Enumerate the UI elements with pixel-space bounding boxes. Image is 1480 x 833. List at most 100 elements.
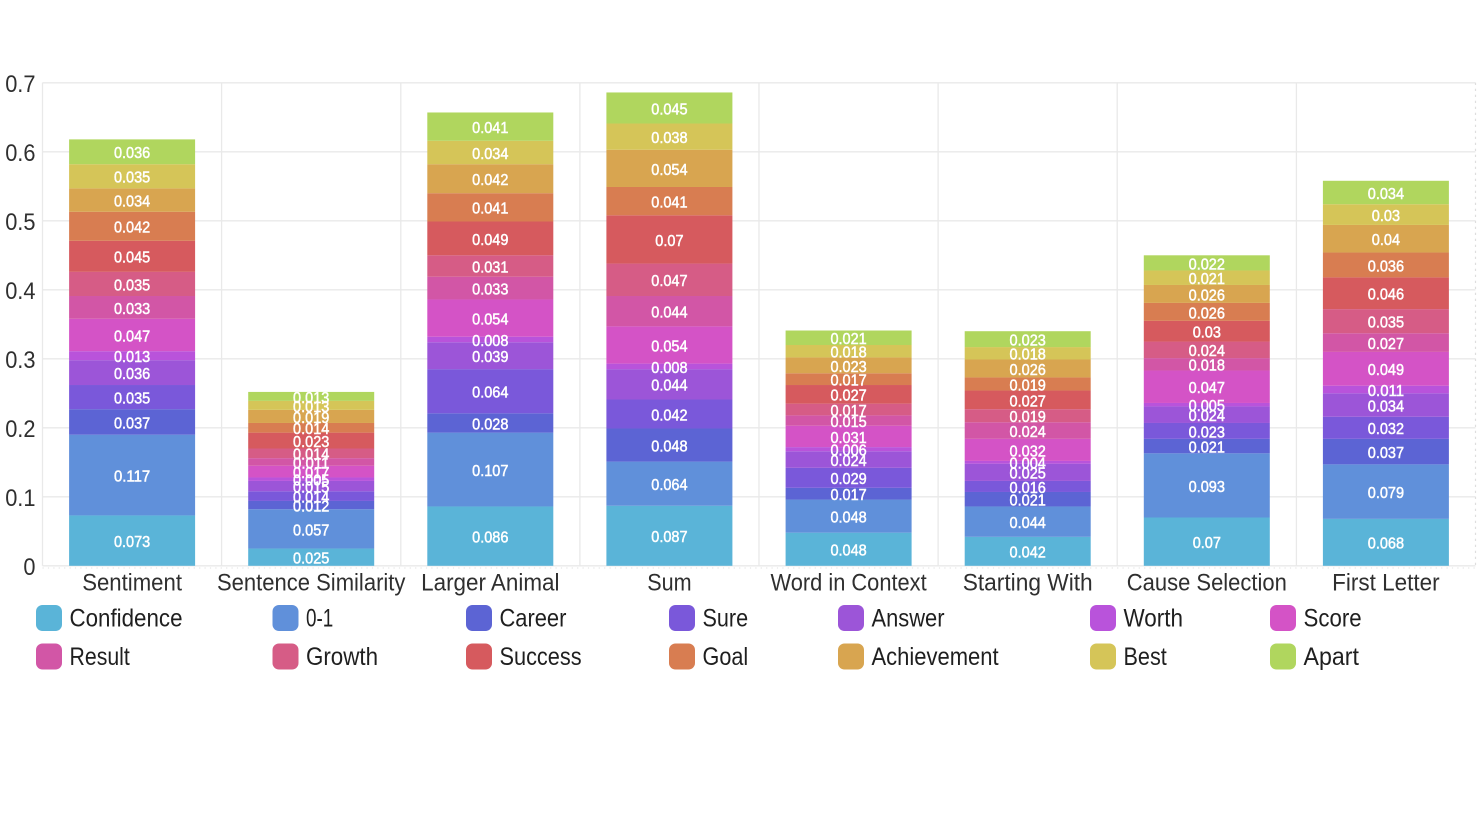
svg-text:0.047: 0.047 <box>1189 380 1225 397</box>
svg-text:0.024: 0.024 <box>1189 408 1225 425</box>
svg-text:0.013: 0.013 <box>293 390 329 407</box>
svg-text:0.017: 0.017 <box>830 373 866 390</box>
svg-text:Larger Animal: Larger Animal <box>421 570 559 597</box>
svg-text:0.054: 0.054 <box>651 338 687 355</box>
svg-text:0.031: 0.031 <box>472 259 508 276</box>
svg-text:Sum: Sum <box>647 570 691 597</box>
svg-text:0.006: 0.006 <box>830 443 866 460</box>
svg-text:0.042: 0.042 <box>1010 545 1046 562</box>
svg-text:0.035: 0.035 <box>114 170 150 187</box>
svg-text:0.023: 0.023 <box>1010 333 1046 350</box>
svg-text:0.037: 0.037 <box>114 415 150 432</box>
svg-text:0.035: 0.035 <box>114 390 150 407</box>
svg-text:Word in Context: Word in Context <box>771 570 927 597</box>
svg-text:Cause Selection: Cause Selection <box>1127 570 1287 597</box>
svg-text:0.039: 0.039 <box>472 349 508 366</box>
svg-text:0.029: 0.029 <box>830 471 866 488</box>
svg-text:0.037: 0.037 <box>1368 445 1404 462</box>
svg-text:0.023: 0.023 <box>293 434 329 451</box>
svg-text:0.023: 0.023 <box>830 359 866 376</box>
svg-text:0.008: 0.008 <box>651 360 687 377</box>
svg-text:0.042: 0.042 <box>651 407 687 424</box>
svg-text:0.025: 0.025 <box>293 551 329 568</box>
svg-text:0.023: 0.023 <box>1189 424 1225 441</box>
svg-text:0.064: 0.064 <box>472 385 508 402</box>
svg-text:Score: Score <box>1304 605 1362 633</box>
svg-text:0.008: 0.008 <box>472 333 508 350</box>
svg-text:0.011: 0.011 <box>293 455 329 472</box>
svg-text:0.046: 0.046 <box>1368 287 1404 304</box>
svg-text:0.047: 0.047 <box>651 273 687 290</box>
svg-text:Sentiment: Sentiment <box>82 570 182 597</box>
svg-text:0.07: 0.07 <box>1193 535 1221 552</box>
svg-text:0.4: 0.4 <box>5 278 35 305</box>
svg-text:0.014: 0.014 <box>293 421 329 438</box>
svg-text:0.035: 0.035 <box>1368 315 1404 332</box>
svg-text:0.036: 0.036 <box>114 366 150 383</box>
svg-text:Sentence Similarity: Sentence Similarity <box>217 570 406 597</box>
svg-text:0.041: 0.041 <box>651 195 687 212</box>
svg-text:0.2: 0.2 <box>5 416 35 443</box>
svg-text:0.024: 0.024 <box>830 453 866 470</box>
svg-text:0.044: 0.044 <box>651 378 687 395</box>
svg-text:0.049: 0.049 <box>472 232 508 249</box>
svg-text:0.5: 0.5 <box>5 209 35 236</box>
svg-text:Answer: Answer <box>872 605 945 633</box>
svg-text:Best: Best <box>1124 643 1167 671</box>
svg-text:Sure: Sure <box>703 605 749 633</box>
svg-text:0.054: 0.054 <box>651 162 687 179</box>
svg-text:0.019: 0.019 <box>1010 409 1046 426</box>
svg-text:0.03: 0.03 <box>1193 325 1221 342</box>
svg-text:Career: Career <box>500 605 567 633</box>
svg-text:0.054: 0.054 <box>472 311 508 328</box>
svg-text:Achievement: Achievement <box>872 643 999 671</box>
svg-text:0.042: 0.042 <box>472 172 508 189</box>
svg-text:0-1: 0-1 <box>306 605 333 633</box>
svg-text:0.048: 0.048 <box>830 543 866 560</box>
svg-text:0.049: 0.049 <box>1368 362 1404 379</box>
svg-text:0.017: 0.017 <box>830 403 866 420</box>
svg-text:0.079: 0.079 <box>1368 485 1404 502</box>
svg-text:0.045: 0.045 <box>114 250 150 267</box>
svg-text:0.022: 0.022 <box>1189 256 1225 273</box>
svg-text:0.03: 0.03 <box>1372 208 1400 225</box>
svg-text:0.038: 0.038 <box>651 130 687 147</box>
svg-text:0.021: 0.021 <box>1010 493 1046 510</box>
svg-text:0.086: 0.086 <box>472 530 508 547</box>
svg-text:0.013: 0.013 <box>114 349 150 366</box>
svg-text:Growth: Growth <box>306 643 378 671</box>
svg-text:0.041: 0.041 <box>472 201 508 218</box>
svg-text:Starting With: Starting With <box>963 570 1093 597</box>
svg-text:0.027: 0.027 <box>1010 393 1046 410</box>
svg-text:0.015: 0.015 <box>293 480 329 497</box>
svg-text:0.024: 0.024 <box>1010 424 1046 441</box>
svg-text:0.018: 0.018 <box>830 345 866 362</box>
svg-text:0.016: 0.016 <box>1010 480 1046 497</box>
svg-text:0.064: 0.064 <box>651 477 687 494</box>
svg-text:0.107: 0.107 <box>472 463 508 480</box>
svg-text:0.031: 0.031 <box>830 430 866 447</box>
svg-text:0.044: 0.044 <box>651 305 687 322</box>
svg-text:0.017: 0.017 <box>293 465 329 482</box>
svg-text:0: 0 <box>23 554 35 581</box>
svg-text:0.015: 0.015 <box>830 414 866 431</box>
svg-text:0.004: 0.004 <box>1010 456 1046 473</box>
svg-text:Worth: Worth <box>1124 605 1184 633</box>
svg-text:0.025: 0.025 <box>1010 466 1046 483</box>
svg-text:Goal: Goal <box>703 643 749 671</box>
svg-text:0.093: 0.093 <box>1189 479 1225 496</box>
svg-text:Confidence: Confidence <box>70 605 183 633</box>
svg-text:0.07: 0.07 <box>655 233 683 250</box>
svg-text:0.042: 0.042 <box>114 220 150 237</box>
svg-text:0.013: 0.013 <box>293 399 329 416</box>
svg-text:0.017: 0.017 <box>830 487 866 504</box>
svg-text:0.028: 0.028 <box>472 416 508 433</box>
svg-text:0.045: 0.045 <box>651 101 687 118</box>
svg-text:0.047: 0.047 <box>114 328 150 345</box>
svg-text:0.032: 0.032 <box>1368 421 1404 438</box>
svg-text:0.034: 0.034 <box>1368 398 1404 415</box>
svg-text:0.034: 0.034 <box>1368 186 1404 203</box>
svg-text:0.021: 0.021 <box>830 331 866 348</box>
svg-text:Result: Result <box>70 643 130 671</box>
svg-text:0.033: 0.033 <box>114 301 150 318</box>
